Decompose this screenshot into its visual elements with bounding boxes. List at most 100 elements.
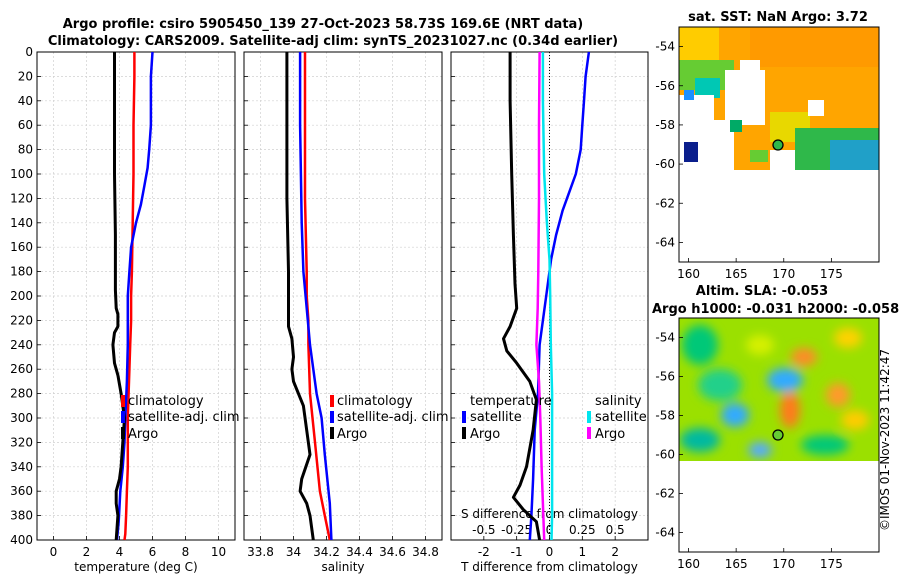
- sst-blue-pixel: [684, 90, 694, 100]
- temperature-legend: climatology satellite-adj. clim Argo: [121, 394, 240, 442]
- sla-argo-marker: [772, 429, 784, 441]
- sst-cool-patch: [830, 140, 879, 170]
- sla-blob: [680, 428, 720, 452]
- sla-blob: [682, 325, 718, 365]
- y-tick-label: 80: [18, 143, 33, 157]
- sst-green-pixel: [730, 120, 742, 132]
- y-tick-label: 320: [10, 435, 33, 449]
- figure-title-line2: Climatology: CARS2009. Satellite-adj cli…: [48, 34, 618, 49]
- map-y-tick-label: -56: [655, 79, 675, 93]
- x-tick-label: 4: [116, 545, 124, 559]
- figure-title-line1: Argo profile: csiro 5905450_139 27-Oct-2…: [63, 17, 584, 32]
- map-y-tick-label: -54: [655, 331, 675, 345]
- legend-climatology-swatch: [121, 395, 125, 407]
- legend-temperature-title: temperature: [470, 394, 552, 409]
- sla-map-frame: [678, 317, 880, 553]
- sla-blob: [746, 335, 774, 355]
- difference-legend: temperature satellite Argo salinity sate…: [462, 394, 647, 442]
- x-tick-label: 1: [579, 545, 587, 559]
- series-line-t-satellite: [528, 51, 591, 541]
- series-line-satellite-adj-clim: [298, 52, 333, 541]
- legend-t-argo-label: Argo: [470, 427, 500, 442]
- legend-s-satellite-swatch: [587, 411, 591, 423]
- sla-blob: [841, 410, 869, 430]
- secondary-x-axis-label: S difference from climatology: [461, 507, 638, 521]
- sla-map-title-line1: Altim. SLA: -0.053: [696, 284, 828, 299]
- y-tick-label: 180: [10, 265, 33, 279]
- secondary-x-tick-label: 0.5: [606, 523, 625, 537]
- x-tick-label: 34.2: [313, 545, 340, 559]
- x-tick-label: 0: [546, 545, 554, 559]
- y-tick-label: 0: [25, 45, 33, 59]
- y-tick-label: 360: [10, 484, 33, 498]
- secondary-x-tick-label: -0.5: [472, 523, 495, 537]
- temperature-panel: 0204060801001201401601802002202402602803…: [10, 45, 236, 574]
- legend-s-argo-label: Argo: [595, 427, 625, 442]
- map-y-tick-label: -54: [655, 40, 675, 54]
- legend-satellite-label: satellite-adj. clim: [128, 410, 240, 425]
- sla-map: Altim. SLA: -0.053 Argo h1000: -0.031 h2…: [652, 284, 899, 571]
- map-y-tick-label: -64: [655, 526, 675, 540]
- sla-blob: [801, 435, 849, 455]
- x-tick-label: 8: [182, 545, 190, 559]
- y-tick-label: 20: [18, 69, 33, 83]
- series-line-climatology: [123, 52, 136, 541]
- legend-argo-label: Argo: [128, 427, 158, 442]
- salinity-panel: 33.8 34 34.2 34.4 34.6 34.8 salinity: [243, 51, 443, 574]
- difference-panel: -2 -1 0 1 2T difference from climatology S di…: [450, 51, 649, 574]
- y-tick-label: 220: [10, 313, 33, 327]
- y-tick-label: 140: [10, 216, 33, 230]
- sla-blob: [721, 403, 749, 427]
- series-line-t-argo: [502, 52, 542, 541]
- map-y-tick-label: -58: [655, 118, 675, 132]
- map-x-tick-label: 170: [772, 267, 795, 281]
- map-y-tick-label: -64: [655, 235, 675, 249]
- map-x-tick-label: 170: [772, 557, 795, 571]
- sst-teal-patch: [695, 78, 720, 98]
- sst-warm-patch: [750, 27, 879, 67]
- sla-blob: [698, 369, 742, 401]
- x-tick-label: 34.8: [412, 545, 439, 559]
- x-tick-label: 34.4: [346, 545, 373, 559]
- map-x-tick-label: 165: [725, 267, 748, 281]
- legend-satellite-swatch: [330, 411, 334, 423]
- sla-blobs: [680, 325, 869, 458]
- y-tick-label: 100: [10, 167, 33, 181]
- map-y-tick-label: -58: [655, 409, 675, 423]
- x-tick-label: 2: [83, 545, 91, 559]
- secondary-x-tick-label: 0: [546, 523, 554, 537]
- legend-salinity-title: salinity: [595, 394, 642, 409]
- sla-blob: [791, 348, 817, 366]
- y-tick-label: 120: [10, 191, 33, 205]
- x-axis-label: T difference from climatology: [460, 560, 638, 574]
- secondary-x-tick-label: -0.25: [501, 523, 532, 537]
- y-tick-label: 260: [10, 362, 33, 376]
- legend-satellite-swatch: [121, 411, 125, 423]
- x-tick-label: 34.6: [379, 545, 406, 559]
- x-axis-label: temperature (deg C): [74, 560, 197, 574]
- map-y-tick-label: -60: [655, 157, 675, 171]
- y-tick-label: 280: [10, 387, 33, 401]
- imos-watermark: ©IMOS 01-Nov-2023 11:42:47: [878, 349, 892, 531]
- y-tick-label: 200: [10, 289, 33, 303]
- series-line-argo: [111, 52, 126, 541]
- y-tick-label: 60: [18, 118, 33, 132]
- map-x-tick-label: 165: [725, 557, 748, 571]
- sla-map-ticks: 160 165 170 175 -54 -56 -58 -60 -62 -64: [655, 331, 842, 572]
- sla-blob: [834, 328, 862, 348]
- x-tick-label: 0: [50, 545, 58, 559]
- legend-t-satellite-swatch: [462, 411, 466, 423]
- sst-argo-marker: [772, 139, 784, 151]
- series-line-s-argo: [535, 51, 546, 541]
- sst-map-title: sat. SST: NaN Argo: 3.72: [688, 10, 868, 25]
- sst-dark-pixel: [684, 142, 698, 162]
- y-tick-label: 400: [10, 533, 33, 547]
- x-tick-label: -1: [511, 545, 523, 559]
- sla-blob: [748, 442, 772, 458]
- sst-gap-patch: [808, 100, 824, 116]
- sla-blob: [780, 392, 800, 428]
- map-y-tick-label: -62: [655, 487, 675, 501]
- sst-gap-patch: [770, 150, 795, 170]
- x-axis-label: salinity: [321, 560, 364, 574]
- map-y-tick-label: -62: [655, 196, 675, 210]
